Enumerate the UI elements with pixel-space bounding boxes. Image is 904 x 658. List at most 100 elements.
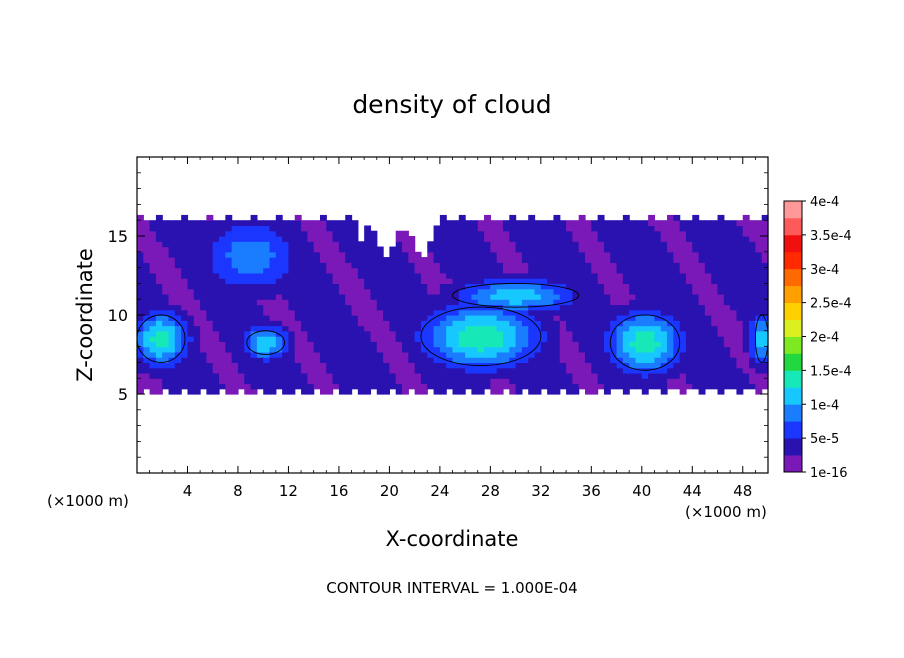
field-cell [692, 378, 700, 385]
colorbar-label: 3e-4 [810, 263, 839, 278]
field-cell [629, 362, 637, 369]
field-cell [181, 251, 189, 258]
field-cell [679, 246, 687, 253]
field-cell [237, 236, 245, 242]
field-cell [162, 288, 170, 295]
field-cell [484, 251, 491, 258]
field-cell [761, 246, 769, 253]
field-cell [629, 336, 637, 342]
field-cell [597, 214, 605, 221]
field-cell [250, 388, 258, 395]
field-cell [553, 362, 561, 369]
field-cell [206, 309, 214, 316]
field-cell [269, 388, 277, 395]
field-cell [629, 236, 637, 242]
field-cell [496, 283, 504, 290]
field-cell [313, 299, 321, 306]
field-cell [452, 336, 460, 342]
field-cell [275, 341, 283, 348]
field-cell [616, 351, 624, 358]
field-cell [345, 388, 353, 395]
field-cell [155, 330, 163, 337]
field-cell [717, 283, 725, 290]
field-cell [566, 351, 573, 358]
field-cell [736, 320, 744, 327]
field-cell [389, 325, 397, 332]
field-cell [338, 251, 346, 258]
field-cell [187, 346, 195, 353]
field-cell [427, 309, 435, 316]
field-cell [648, 320, 656, 327]
field-cell [446, 293, 454, 300]
field-cell [597, 378, 605, 385]
field-cell [534, 283, 542, 290]
field-cell [137, 272, 144, 279]
field-cell [143, 246, 151, 253]
field-cell [269, 315, 277, 321]
field-cell [635, 346, 643, 353]
field-cell [736, 257, 744, 263]
field-cell [566, 315, 573, 321]
field-cell [439, 288, 447, 295]
field-cell [648, 304, 656, 311]
field-cell [427, 315, 435, 321]
y-tick-label: 15 [108, 227, 128, 246]
field-cell [509, 372, 517, 379]
field-cell [452, 230, 460, 237]
field-cell [332, 351, 340, 358]
field-cell [452, 383, 460, 390]
field-cell [263, 220, 271, 227]
field-cell [244, 278, 252, 284]
field-cell [263, 272, 271, 279]
field-cell [162, 225, 170, 232]
field-cell [389, 372, 397, 379]
field-cell [420, 372, 428, 379]
field-cell [711, 225, 719, 232]
field-cell [742, 304, 750, 311]
field-cell [193, 357, 201, 363]
field-cell [433, 325, 441, 332]
field-cell [629, 257, 637, 263]
field-cell [578, 241, 586, 248]
field-cell [301, 378, 308, 385]
field-cell [458, 304, 466, 311]
field-cell [439, 262, 447, 269]
field-cell [244, 357, 252, 363]
field-cell [376, 351, 384, 358]
field-cell [641, 330, 649, 337]
field-cell [515, 225, 523, 232]
field-cell [143, 315, 151, 321]
field-cell [402, 230, 409, 237]
field-cell [685, 362, 693, 369]
field-cell [597, 267, 605, 274]
field-cell [332, 262, 340, 269]
field-cell [572, 330, 580, 337]
field-cell [711, 372, 719, 379]
field-cell [641, 304, 649, 311]
field-cell [364, 357, 372, 363]
field-cell [338, 236, 346, 242]
x-tick-label: 40 [632, 482, 651, 500]
field-cell [540, 272, 548, 279]
field-cell [338, 304, 346, 311]
field-cell [301, 351, 308, 358]
field-cell [730, 257, 738, 263]
field-cell [313, 325, 321, 332]
field-cell [212, 357, 220, 363]
field-cell [660, 357, 668, 363]
field-cell [383, 267, 390, 274]
field-cell [181, 315, 189, 321]
field-cell [402, 351, 409, 358]
field-cell [452, 351, 460, 358]
field-cell [685, 272, 693, 279]
field-cell [370, 272, 378, 279]
field-cell [679, 251, 687, 258]
field-cell [635, 246, 643, 253]
field-cell [673, 315, 681, 321]
field-cell [225, 257, 233, 263]
field-cell [395, 383, 403, 390]
field-cell [509, 267, 517, 274]
field-cell [193, 278, 201, 284]
field-cell [755, 241, 763, 248]
field-cell [616, 315, 624, 321]
